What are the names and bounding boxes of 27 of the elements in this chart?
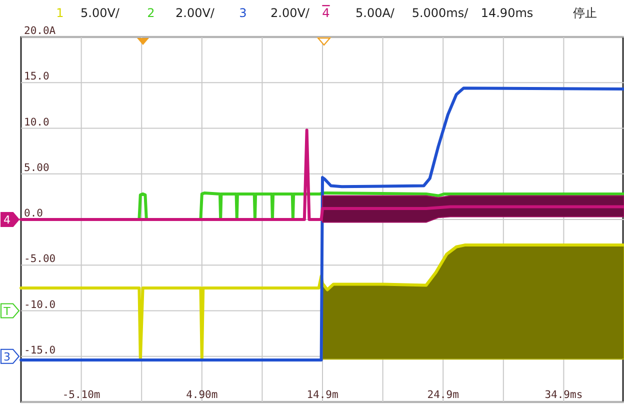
text: 2.00V/ bbox=[270, 6, 310, 20]
text: 2 bbox=[147, 6, 155, 20]
series-label: 3 bbox=[4, 350, 10, 364]
y-tick-label: 15.0 bbox=[24, 70, 50, 83]
y-tick-label: 0.0 bbox=[24, 208, 43, 220]
series-label: 4 bbox=[4, 214, 10, 226]
x-tick-label: -5.10m bbox=[62, 389, 100, 401]
x-tick-label: 4.90m bbox=[186, 389, 218, 401]
text: 1 bbox=[56, 6, 64, 20]
y-tick-label: 20.0A bbox=[24, 25, 56, 37]
y-tick-label: 5.00 bbox=[24, 162, 50, 174]
text: 5.00V/ bbox=[80, 6, 120, 20]
y-tick-label: -5.00 bbox=[24, 253, 56, 266]
x-tick-label: 14.9m bbox=[306, 389, 338, 401]
text: 2.00V/ bbox=[176, 6, 216, 20]
text: T bbox=[2, 304, 11, 318]
text: 3 bbox=[239, 6, 247, 20]
text: 4 bbox=[322, 6, 330, 20]
text: 5.000ms/ bbox=[412, 6, 470, 20]
x-tick-label: 24.9m bbox=[427, 389, 459, 401]
x-tick-label: 34.9ms bbox=[544, 389, 583, 401]
text: 14.90ms bbox=[480, 6, 534, 20]
y-tick-label: -10.0 bbox=[24, 298, 56, 311]
text: 停止 bbox=[573, 6, 597, 20]
y-tick-label: -15.0 bbox=[24, 344, 56, 356]
y-tick-label: 10.0 bbox=[24, 116, 50, 128]
text: 5.00A/ bbox=[356, 6, 396, 20]
